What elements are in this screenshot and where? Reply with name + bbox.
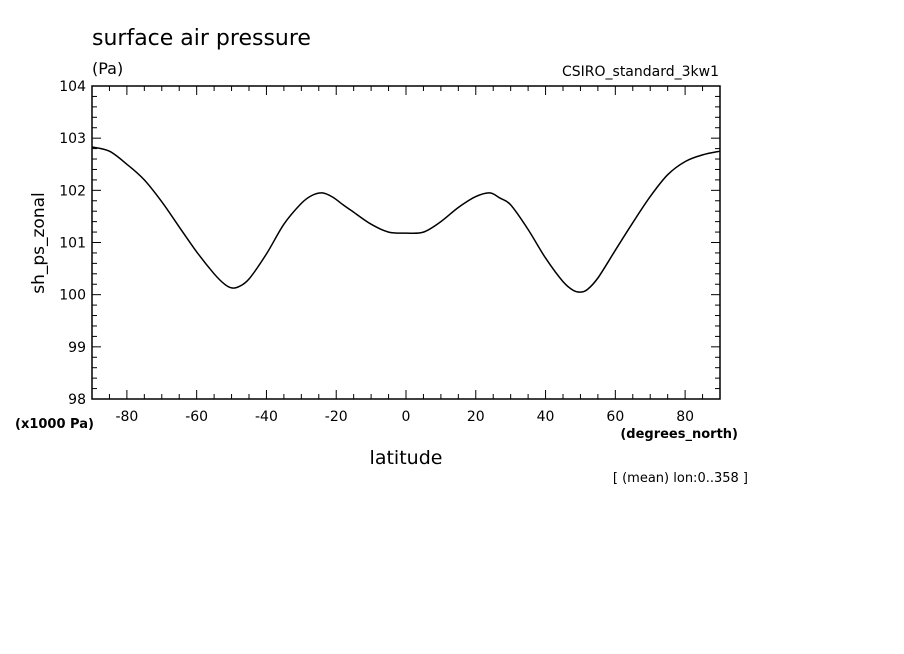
y-scale-note: (x1000 Pa)	[15, 417, 94, 432]
x-tick-label: -20	[325, 409, 348, 425]
y-axis-label: sh_ps_zonal	[29, 192, 49, 294]
y-tick-label: 101	[59, 236, 86, 252]
x-tick-label: -60	[185, 409, 208, 425]
x-tick-label: -80	[115, 409, 138, 425]
chart-title: surface air pressure	[92, 26, 311, 51]
x-units-label: (degrees_north)	[620, 427, 738, 442]
plot-frame	[91, 85, 721, 400]
x-tick-label: -40	[255, 409, 278, 425]
x-tick-label: 60	[606, 409, 624, 425]
y-tick-label: 102	[59, 183, 86, 199]
y-tick-label: 100	[59, 288, 86, 304]
y-tick-labels: 98 99 100 101 102 103 104	[59, 79, 86, 408]
x-tick-labels: -80 -60 -40 -20 0 20 40 60 80	[115, 409, 694, 425]
model-label: CSIRO_standard_3kw1	[562, 64, 719, 80]
axis-ticks	[91, 85, 721, 400]
y-tick-label: 99	[68, 340, 86, 356]
footnote: [ (mean) lon:0..358 ]	[613, 471, 748, 486]
series-line	[91, 146, 721, 293]
x-tick-label: 0	[402, 409, 411, 425]
x-tick-label: 40	[537, 409, 555, 425]
y-tick-label: 103	[59, 131, 86, 147]
x-tick-label: 20	[467, 409, 485, 425]
x-tick-label: 80	[676, 409, 694, 425]
y-tick-label: 98	[68, 392, 86, 408]
x-axis-label: latitude	[370, 447, 443, 469]
chart-units: (Pa)	[92, 59, 123, 78]
y-tick-label: 104	[59, 79, 86, 95]
